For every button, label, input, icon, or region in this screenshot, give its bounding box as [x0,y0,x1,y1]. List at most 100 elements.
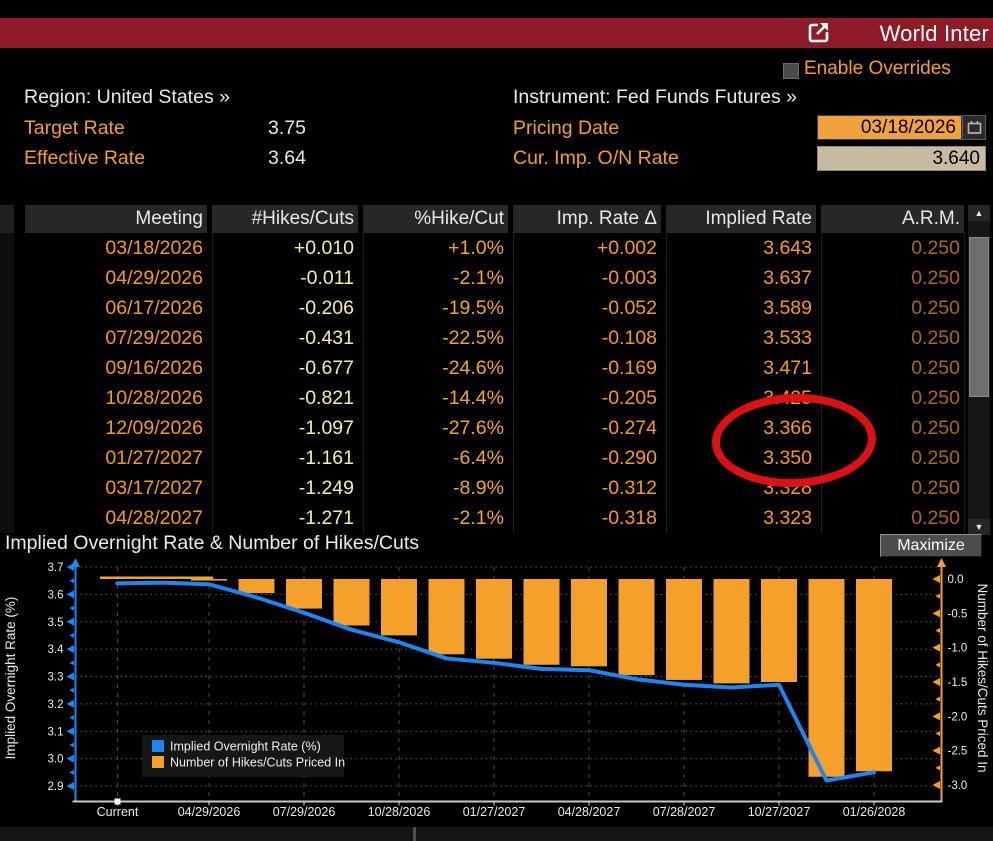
table-row[interactable]: 12/09/2026 -1.097 -27.6% -0.274 3.366 0.250 [0,413,964,443]
table-cell: -0.312 [601,477,657,499]
scroll-down-icon[interactable]: ▼ [968,519,990,535]
titlebar-title: World Inter [879,21,989,46]
table-row[interactable]: 07/29/2026 -0.431 -22.5% -0.108 3.533 0.250 [0,323,964,353]
table-cell: 0.250 [911,387,960,409]
enable-overrides-checkbox[interactable] [783,63,799,79]
table-cell: 3.533 [763,327,812,349]
column-divider [362,233,364,533]
table-cell: +1.0% [448,237,504,259]
table-row[interactable]: 03/18/2026 +0.010 +1.0% +0.002 3.643 0.250 [0,233,964,263]
column-header-4[interactable]: Implied Rate [666,205,816,233]
column-header-1[interactable]: #Hikes/Cuts [212,205,358,233]
svg-text:3.2: 3.2 [48,699,64,711]
table-row[interactable]: 10/28/2026 -0.821 -14.4% -0.205 3.425 0.250 [0,383,964,413]
rates-chart: 3.7 3.6 3.5 3.4 3.3 3.2 3.1 3.0 2.9 0.0 -0.5 -1.0 -1… [0,558,993,841]
table-cell: 3.328 [763,477,812,499]
table-rows-gutter [0,233,14,533]
svg-text:3.1: 3.1 [48,726,64,738]
table-cell: 12/09/2026 [105,417,203,439]
table-cell: 0.250 [911,507,960,529]
maximize-button[interactable]: Maximize [880,534,982,557]
scroll-up-icon[interactable]: ▲ [968,205,990,221]
table-cell: 0.250 [911,267,960,289]
table-cell: 04/28/2027 [105,507,203,529]
table-cell: 07/29/2026 [105,327,203,349]
svg-text:3.0: 3.0 [48,754,64,766]
svg-text:Number of Hikes/Cuts Priced In: Number of Hikes/Cuts Priced In [975,583,990,772]
table-cell: 04/29/2026 [105,267,203,289]
column-divider [211,233,213,533]
table-cell: -1.271 [298,507,354,529]
target-rate-label: Target Rate [24,117,125,139]
table-cell: -0.290 [601,447,657,469]
svg-text:-2.5: -2.5 [948,746,968,758]
svg-text:-0.5: -0.5 [948,608,968,620]
table-cell: -0.052 [601,297,657,319]
svg-text:04/28/2027: 04/28/2027 [558,805,621,819]
scrollbar-thumb[interactable] [969,237,989,397]
column-header-5[interactable]: A.R.M. [821,205,964,233]
svg-text:07/28/2027: 07/28/2027 [653,805,716,819]
region-link[interactable]: Region: United States » [24,86,230,108]
table-cell: -0.169 [601,357,657,379]
table-cell: -0.431 [298,327,354,349]
calendar-button[interactable] [962,115,986,140]
table-cell: -0.108 [601,327,657,349]
table-row[interactable]: 03/17/2027 -1.249 -8.9% -0.312 3.328 0.250 [0,473,964,503]
column-header-2[interactable]: %Hike/Cut [363,205,508,233]
table-cell: +0.010 [293,237,354,259]
instrument-link[interactable]: Instrument: Fed Funds Futures » [513,86,797,108]
table-cell: -1.249 [298,477,354,499]
svg-text:-1.0: -1.0 [948,643,968,655]
svg-text:04/29/2026: 04/29/2026 [178,805,241,819]
pricing-date-input[interactable] [817,115,962,140]
svg-text:3.4: 3.4 [48,644,65,656]
table-cell: 3.589 [763,297,812,319]
column-header-0[interactable]: Meeting [25,205,207,233]
table-row[interactable]: 06/17/2026 -0.206 -19.5% -0.052 3.589 0.250 [0,293,964,323]
table-cell: -0.821 [298,387,354,409]
table-cell: 03/18/2026 [105,237,203,259]
export-icon[interactable] [806,21,832,45]
cur-imp-rate-input[interactable] [817,146,986,171]
table-cell: -0.274 [601,417,657,439]
table-cell: 3.643 [763,237,812,259]
table-cell: 3.471 [763,357,812,379]
titlebar: World Inter [0,18,993,48]
table-row[interactable]: 09/16/2026 -0.677 -24.6% -0.169 3.471 0.250 [0,353,964,383]
table-cell: 01/27/2027 [105,447,203,469]
table-cell: -24.6% [442,357,504,379]
table-cell: 3.425 [763,387,812,409]
svg-text:-2.0: -2.0 [948,711,968,723]
table-scrollbar[interactable]: ▲ ▼ [968,205,990,535]
table-cell: 0.250 [911,327,960,349]
table-row[interactable]: 04/28/2027 -1.271 -2.1% -0.318 3.323 0.250 [0,503,964,533]
table-header-gutter [0,205,14,233]
table-cell: 3.350 [763,447,812,469]
svg-text:-1.5: -1.5 [948,677,968,689]
table-cell: 10/28/2026 [105,387,203,409]
enable-overrides-label: Enable Overrides [804,58,951,79]
effective-rate-value: 3.64 [268,147,306,169]
column-divider [512,233,514,533]
table-cell: 0.250 [911,417,960,439]
svg-text:01/27/2027: 01/27/2027 [463,805,526,819]
pricing-date-label: Pricing Date [513,117,620,139]
target-rate-value: 3.75 [268,117,306,139]
table-cell: -0.011 [300,267,354,289]
table-cell: 3.637 [763,267,812,289]
table-row[interactable]: 01/27/2027 -1.161 -6.4% -0.290 3.350 0.250 [0,443,964,473]
table-row[interactable]: 04/29/2026 -0.011 -2.1% -0.003 3.637 0.250 [0,263,964,293]
table-cell: -0.003 [601,267,657,289]
svg-text:07/29/2026: 07/29/2026 [273,805,336,819]
table-cell: 0.250 [911,297,960,319]
table-cell: -2.1% [453,507,504,529]
table-cell: -0.318 [601,507,657,529]
table-cell: 06/17/2026 [105,297,203,319]
svg-text:3.5: 3.5 [48,617,64,629]
table-cell: -2.1% [453,267,504,289]
table-cell: -19.5% [442,297,504,319]
column-header-3[interactable]: Imp. Rate Δ [513,205,661,233]
svg-text:Current: Current [97,805,139,819]
